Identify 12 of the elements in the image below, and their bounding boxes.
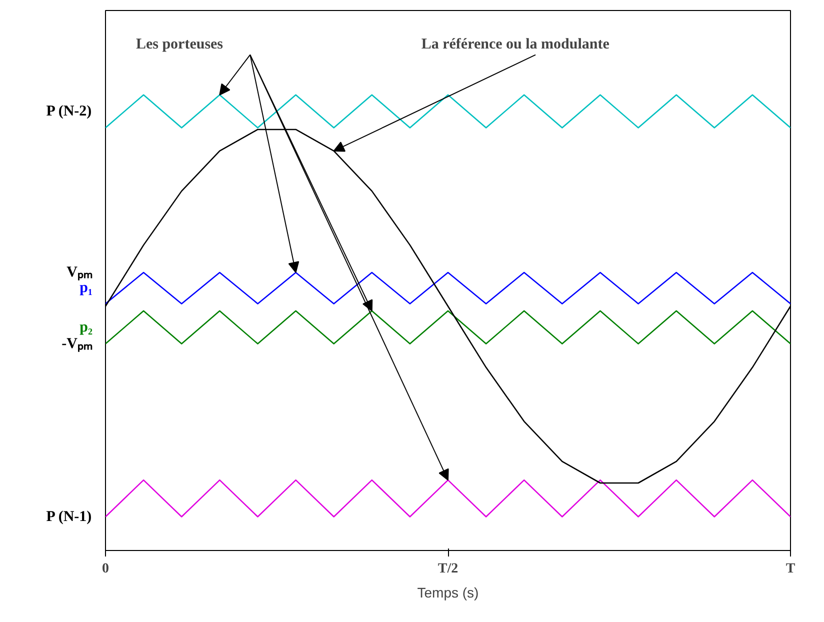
annotation: p₂ <box>80 319 94 336</box>
annotation: p₁ <box>80 280 93 296</box>
annotation: Vₚₘ <box>66 264 93 280</box>
x-tick-label: T/2 <box>438 562 458 576</box>
x-axis-title: Temps (s) <box>417 584 479 600</box>
annotation: P (N-2) <box>46 103 92 120</box>
text: Les porteuses <box>136 36 224 52</box>
text: La référence ou la modulante <box>421 36 610 52</box>
annotation: P (N-1) <box>46 508 92 525</box>
annotation: -Vₚₘ <box>62 336 92 352</box>
x-tick-label: T <box>786 562 796 576</box>
x-tick-label: 0 <box>102 562 109 576</box>
